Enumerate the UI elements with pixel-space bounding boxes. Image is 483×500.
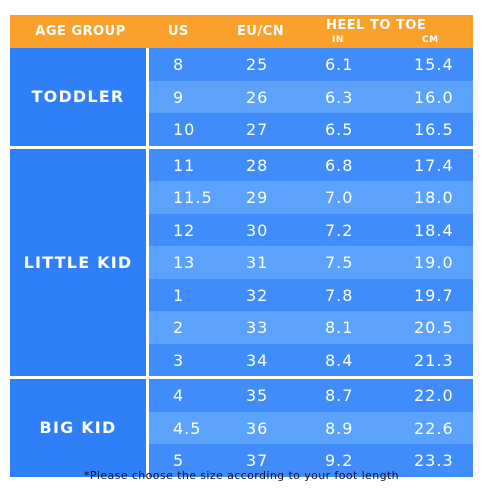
cell-us: 11 [173,155,196,175]
table-row: 1 32 7.8 19.7 [149,278,473,311]
cell-us: 4.5 [173,418,202,438]
group-little-kid: LITTLE KID 11 28 6.8 17.4 11.5 29 7.0 18… [10,145,473,376]
table-row: 2 33 8.1 20.5 [149,311,473,344]
cell-us: 4 [173,386,185,405]
cell-cm: 22.0 [414,386,454,405]
group-label: TODDLER [10,48,146,146]
cell-in: 6.1 [325,55,354,74]
table-row: 13 31 7.5 19.0 [149,246,473,279]
footnote: *Please choose the size according to you… [83,469,400,482]
cell-cm: 19.0 [414,253,454,272]
cell-eu: 32 [246,285,269,305]
cell-in: 6.3 [325,87,354,107]
cell-us: 11.5 [173,188,213,207]
cell-cm: 21.3 [414,350,454,370]
cell-us: 5 [173,451,185,470]
table-row: 8 25 6.1 15.4 [149,48,473,81]
cell-us: 3 [173,350,185,370]
cell-in: 7.2 [325,220,354,240]
table-body: TODDLER 8 25 6.1 15.4 9 26 6.3 16.0 10 2… [10,48,473,477]
cell-in: 8.4 [325,350,354,370]
table-header: AGE GROUP US EU/CN HEEL TO TOE IN CM [10,15,473,48]
table-row: 4 35 8.7 22.0 [149,379,473,412]
cell-cm: 15.4 [414,55,454,74]
cell-us: 10 [173,120,196,139]
cell-cm: 23.3 [414,451,454,470]
header-heel-to-toe: HEEL TO TOE [326,18,427,33]
cell-us: 9 [173,87,185,107]
cell-cm: 16.5 [414,120,454,139]
header-age-group: AGE GROUP [35,24,126,39]
group-label: LITTLE KID [10,148,146,376]
cell-eu: 27 [246,120,269,139]
cell-us: 12 [173,220,196,240]
cell-eu: 35 [246,386,269,405]
cell-in: 7.5 [325,253,354,272]
table-row: 11 28 6.8 17.4 [149,148,473,181]
table-row: 9 26 6.3 16.0 [149,80,473,113]
group-label: BIG KID [10,379,146,477]
table-row: 11.5 29 7.0 18.0 [149,181,473,214]
cell-cm: 19.7 [414,285,454,305]
cell-in: 8.9 [325,418,354,438]
header-eu-cn: EU/CN [237,24,285,39]
cell-eu: 25 [246,55,269,74]
cell-us: 2 [173,318,185,337]
table-row: 3 34 8.4 21.3 [149,343,473,376]
cell-eu: 29 [246,188,269,207]
cell-in: 7.8 [325,285,354,305]
cell-in: 6.5 [325,120,354,139]
cell-cm: 18.0 [414,188,454,207]
cell-cm: 18.4 [414,220,454,240]
table-row: 10 27 6.5 16.5 [149,113,473,146]
cell-cm: 17.4 [414,155,454,175]
cell-us: 13 [173,253,196,272]
header-us: US [168,24,189,39]
cell-in: 9.2 [325,451,354,470]
group-toddler: TODDLER 8 25 6.1 15.4 9 26 6.3 16.0 10 2… [10,48,473,146]
table-row: 4.5 36 8.9 22.6 [149,411,473,444]
cell-eu: 37 [246,451,269,470]
cell-in: 6.8 [325,155,354,175]
header-unit-in: IN [332,35,344,45]
group-big-kid: BIG KID 4 35 8.7 22.0 4.5 36 8.9 22.6 5 … [10,376,473,477]
cell-eu: 36 [246,418,269,438]
cell-cm: 22.6 [414,418,454,438]
cell-cm: 20.5 [414,318,454,337]
cell-eu: 34 [246,350,269,370]
table-row: 12 30 7.2 18.4 [149,213,473,246]
table-row: 5 37 9.2 23.3 [149,444,473,477]
size-chart: AGE GROUP US EU/CN HEEL TO TOE IN CM TOD… [10,15,473,477]
cell-in: 7.0 [325,188,354,207]
cell-cm: 16.0 [414,87,454,107]
header-unit-cm: CM [422,35,439,45]
cell-us: 1 [173,285,185,305]
cell-in: 8.7 [325,386,354,405]
cell-eu: 30 [246,220,269,240]
cell-in: 8.1 [325,318,354,337]
cell-eu: 26 [246,87,269,107]
cell-eu: 31 [246,253,269,272]
cell-eu: 28 [246,155,269,175]
cell-eu: 33 [246,318,269,337]
cell-us: 8 [173,55,185,74]
